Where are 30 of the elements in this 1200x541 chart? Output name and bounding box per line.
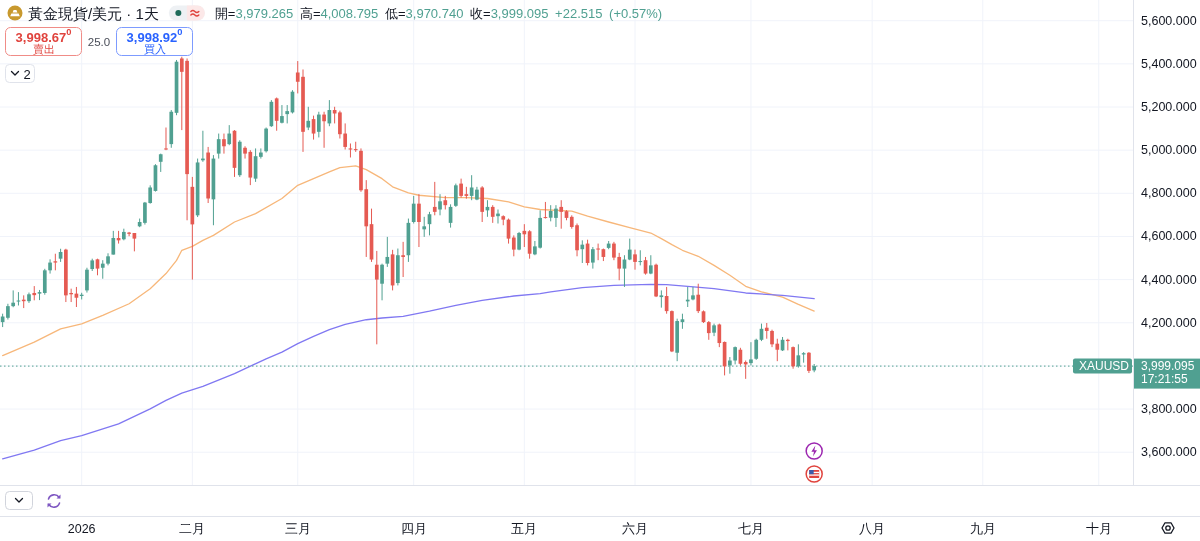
x-tick-label: 八月 xyxy=(859,521,886,536)
y-tick-label: 4,400.000 xyxy=(1141,272,1197,287)
x-tick-label: 九月 xyxy=(969,521,996,536)
annotation: 賣出 xyxy=(32,42,55,55)
y-tick-label: 5,000.000 xyxy=(1141,143,1197,158)
ref-line-label: XAUUSD xyxy=(1078,359,1130,374)
x-tick-label: 二月 xyxy=(179,521,206,536)
x-tick-label: 2026 xyxy=(67,521,96,536)
x-tick-label: 七月 xyxy=(737,521,764,536)
y-tick-label: 4,200.000 xyxy=(1141,315,1197,330)
y-tick-label: 4,800.000 xyxy=(1141,186,1197,201)
y-tick-label: 5,400.000 xyxy=(1141,56,1197,71)
annotation: 3,998.92$^{0}$ xyxy=(126,26,183,44)
y-tick-label: 3,800.000 xyxy=(1141,402,1197,417)
ohlc-readout: 開=3,979.265 高=4,008.795 低=3,970.740 收=3,999.095 +22.515 (+0.57%) xyxy=(214,5,663,21)
annotation: 2 xyxy=(23,66,31,81)
annotation: 3,998.67$^{0}$ xyxy=(15,26,72,44)
price-tag: 3,999.095 17:21:55 xyxy=(1134,358,1200,389)
x-tick-label: 十月 xyxy=(1085,521,1112,536)
x-tick-label: 三月 xyxy=(284,521,311,536)
annotation: 25.0 xyxy=(87,36,111,48)
x-tick-label: 五月 xyxy=(511,521,538,536)
y-tick-label: 5,200.000 xyxy=(1141,100,1197,115)
annotation: 買入 xyxy=(143,42,166,55)
y-tick-label: 4,600.000 xyxy=(1141,229,1197,244)
title: 黃金現貨/美元 · 1天 xyxy=(28,4,159,22)
x-tick-label: 六月 xyxy=(622,521,649,536)
y-tick-label: 3,600.000 xyxy=(1141,445,1197,460)
x-tick-label: 四月 xyxy=(400,521,427,536)
y-tick-label: 5,600.000 xyxy=(1141,13,1197,28)
